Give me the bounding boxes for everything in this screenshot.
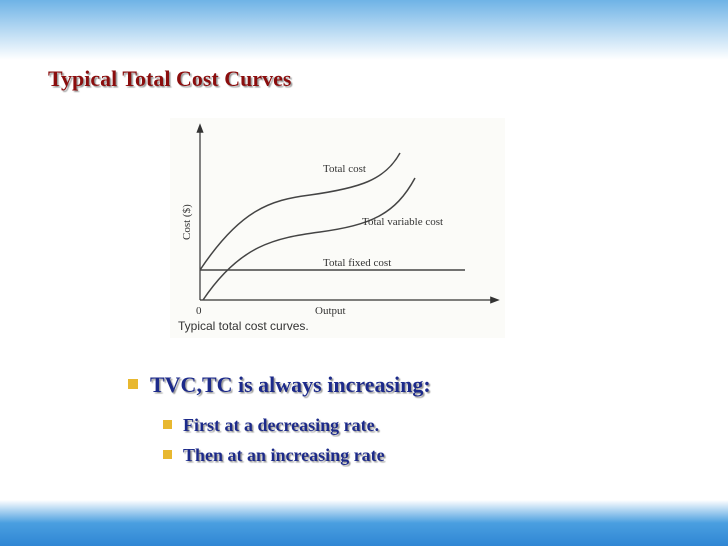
sub-bullet-text: First at a decreasing rate.	[183, 415, 379, 435]
bullet-text: TVC,TC is always increasing:	[150, 372, 431, 397]
y-axis-label: Cost ($)	[181, 204, 193, 240]
curve-label: Total fixed cost	[323, 257, 391, 269]
top-band	[0, 0, 728, 60]
bottom-band	[0, 500, 728, 546]
curve-label: Total variable cost	[362, 216, 443, 228]
sub-bullet-text: Then at an increasing rate	[183, 445, 385, 465]
variable-cost-curve	[202, 177, 416, 301]
curve-label: Total cost	[323, 163, 366, 175]
figure-background	[170, 118, 505, 338]
bullet-icon	[163, 420, 172, 429]
figure-caption: Typical total cost curves.	[178, 319, 309, 333]
origin-label: 0	[196, 305, 202, 317]
total-cost-curve	[199, 152, 401, 271]
figure: Total cost Total variable cost Total fix…	[170, 118, 505, 338]
slide-title: Typical Total Cost Curves	[48, 66, 292, 91]
x-axis-label: Output	[315, 305, 346, 317]
bullet-icon	[163, 450, 172, 459]
bullet-icon	[128, 379, 138, 389]
